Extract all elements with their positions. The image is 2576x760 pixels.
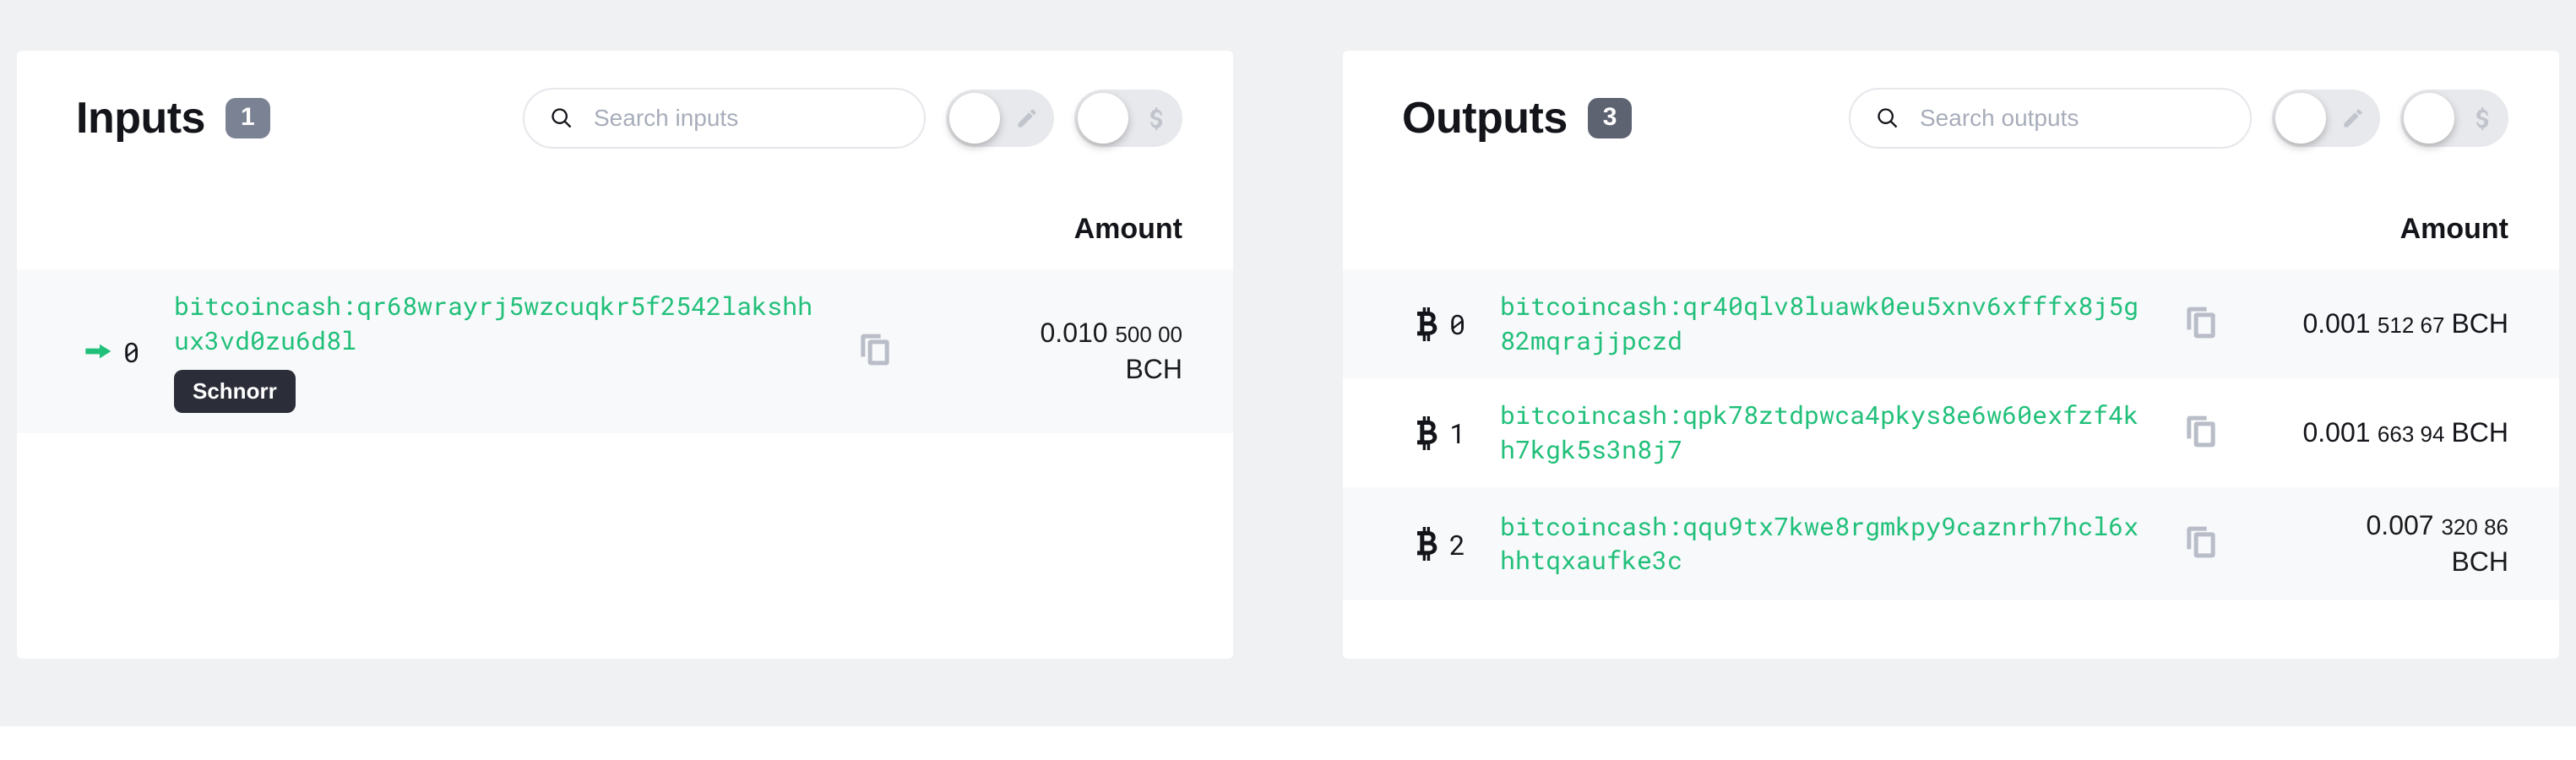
pencil-icon	[1015, 106, 1039, 130]
inputs-header: Inputs 1	[17, 51, 1233, 187]
outputs-toggle-currency[interactable]	[2400, 90, 2508, 147]
inputs-search[interactable]	[523, 88, 926, 149]
row-body: bitcoincash:qr68wrayrj5wzcuqkr5f2542laks…	[174, 290, 858, 413]
table-row: 0bitcoincash:qr68wrayrj5wzcuqkr5f2542lak…	[17, 269, 1233, 433]
table-row: 2bitcoincash:qqu9tx7kwe8rgmkpy9caznrh7hc…	[1343, 487, 2559, 600]
amount-header-label: Amount	[2400, 213, 2508, 246]
table-row: 1bitcoincash:qpk78ztdpwca4pkys8e6w60exfz…	[1343, 378, 2559, 487]
copy-address-button[interactable]	[858, 333, 895, 370]
copy-address-button[interactable]	[2184, 415, 2221, 452]
outputs-rows: 0bitcoincash:qr40qlv8luawk0eu5xnv6xfffx8…	[1343, 269, 2559, 600]
outputs-column-header: Amount	[1343, 187, 2559, 269]
bitcoin-icon	[1402, 527, 1449, 561]
search-icon	[1876, 106, 1899, 130]
toggle-knob	[2404, 93, 2454, 144]
pencil-icon	[2341, 106, 2365, 130]
inputs-toggle-script[interactable]	[946, 90, 1054, 147]
bitcoin-icon	[1402, 307, 1449, 341]
inputs-title: Inputs	[76, 93, 205, 144]
address-link[interactable]: bitcoincash:qqu9tx7kwe8rgmkpy9caznrh7hcl…	[1500, 510, 2142, 578]
row-body: bitcoincash:qr40qlv8luawk0eu5xnv6xfffx8j…	[1500, 290, 2184, 358]
inputs-rows: 0bitcoincash:qr68wrayrj5wzcuqkr5f2542lak…	[17, 269, 1233, 433]
row-body: bitcoincash:qqu9tx7kwe8rgmkpy9caznrh7hcl…	[1500, 510, 2184, 578]
outputs-count-badge: 3	[1588, 98, 1633, 138]
outputs-panel: Outputs 3 Amount 0bitcoincash:qr40qlv8lu…	[1343, 51, 2559, 659]
inputs-panel: Inputs 1 Amount 0bitcoincash:qr68wrayrj5…	[17, 51, 1233, 659]
row-index: 0	[1449, 306, 1500, 342]
amount-value: 0.001 663 94BCH	[2238, 415, 2508, 450]
outputs-search[interactable]	[1849, 88, 2252, 149]
amount-header-label: Amount	[1074, 213, 1182, 246]
row-index: 1	[1449, 415, 1500, 451]
address-link[interactable]: bitcoincash:qpk78ztdpwca4pkys8e6w60exfzf…	[1500, 399, 2142, 467]
search-icon	[550, 106, 573, 130]
bitcoin-icon	[1402, 416, 1449, 450]
outputs-title: Outputs	[1402, 93, 1568, 144]
outputs-search-input[interactable]	[1920, 105, 2225, 132]
outputs-toggle-script[interactable]	[2272, 90, 2380, 147]
dollar-icon	[1144, 106, 1167, 130]
toggle-knob	[1078, 93, 1128, 144]
outputs-header: Outputs 3	[1343, 51, 2559, 187]
inputs-toggle-currency[interactable]	[1074, 90, 1182, 147]
inputs-count-badge: 1	[226, 98, 270, 138]
address-link[interactable]: bitcoincash:qr40qlv8luawk0eu5xnv6xfffx8j…	[1500, 290, 2142, 358]
inputs-column-header: Amount	[17, 187, 1233, 269]
row-index: 2	[1449, 526, 1500, 562]
row-index: 0	[123, 334, 174, 370]
amount-value: 0.007 320 86BCH	[2238, 508, 2508, 580]
row-body: bitcoincash:qpk78ztdpwca4pkys8e6w60exfzf…	[1500, 399, 2184, 467]
address-link[interactable]: bitcoincash:qr68wrayrj5wzcuqkr5f2542laks…	[174, 290, 816, 358]
signature-tag: Schnorr	[174, 370, 296, 413]
toggle-knob	[2275, 93, 2326, 144]
copy-address-button[interactable]	[2184, 306, 2221, 343]
copy-address-button[interactable]	[2184, 525, 2221, 562]
inputs-search-input[interactable]	[594, 105, 899, 132]
table-row: 0bitcoincash:qr40qlv8luawk0eu5xnv6xfffx8…	[1343, 269, 2559, 378]
amount-value: 0.001 512 67BCH	[2238, 307, 2508, 341]
hand-point-right-icon	[76, 339, 123, 364]
toggle-knob	[949, 93, 1000, 144]
dollar-icon	[2470, 106, 2493, 130]
amount-value: 0.010 500 00BCH	[912, 315, 1182, 388]
